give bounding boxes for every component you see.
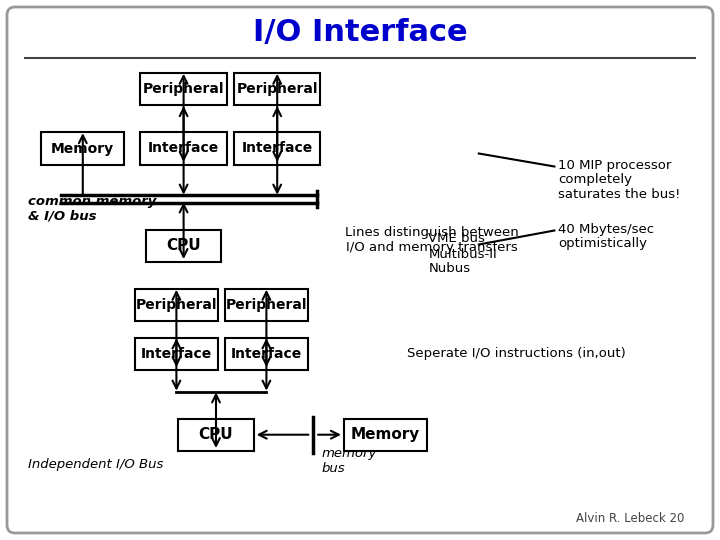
Bar (234, 132, 320, 165)
Bar (135, 289, 218, 321)
Text: I/O Interface: I/O Interface (253, 17, 467, 46)
Bar (225, 338, 307, 370)
Text: Peripheral: Peripheral (225, 298, 307, 312)
Text: Interface: Interface (148, 141, 219, 156)
Bar (42, 132, 124, 165)
Text: Interface: Interface (141, 347, 212, 361)
Text: 10 MIP processor
completely
saturates the bus!: 10 MIP processor completely saturates th… (558, 159, 680, 201)
Text: Lines distinguish between
I/O and memory transfers: Lines distinguish between I/O and memory… (345, 226, 519, 254)
Text: Interface: Interface (231, 347, 302, 361)
Text: memory
bus: memory bus (321, 447, 377, 475)
Bar (135, 338, 218, 370)
Text: Alvin R. Lebeck 20: Alvin R. Lebeck 20 (576, 511, 684, 524)
Text: CPU: CPU (199, 427, 233, 442)
Text: Independent I/O Bus: Independent I/O Bus (28, 458, 163, 471)
Text: 40 Mbytes/sec
optimistically: 40 Mbytes/sec optimistically (558, 222, 654, 251)
Text: Interface: Interface (242, 141, 312, 156)
Text: VME bus
Multibus-II
Nubus: VME bus Multibus-II Nubus (428, 233, 497, 275)
Text: CPU: CPU (166, 238, 201, 253)
Text: Memory: Memory (51, 141, 114, 156)
Bar (179, 418, 253, 451)
FancyBboxPatch shape (7, 7, 713, 533)
Text: Peripheral: Peripheral (135, 298, 217, 312)
Text: Peripheral: Peripheral (236, 82, 318, 96)
Text: Peripheral: Peripheral (143, 82, 225, 96)
Bar (344, 418, 427, 451)
Bar (145, 230, 222, 262)
Text: Seperate I/O instructions (in,out): Seperate I/O instructions (in,out) (407, 347, 626, 360)
Text: Memory: Memory (351, 427, 420, 442)
Bar (140, 132, 227, 165)
Bar (225, 289, 307, 321)
Text: common memory
& I/O bus: common memory & I/O bus (28, 194, 156, 222)
Bar (140, 73, 227, 105)
Bar (234, 73, 320, 105)
